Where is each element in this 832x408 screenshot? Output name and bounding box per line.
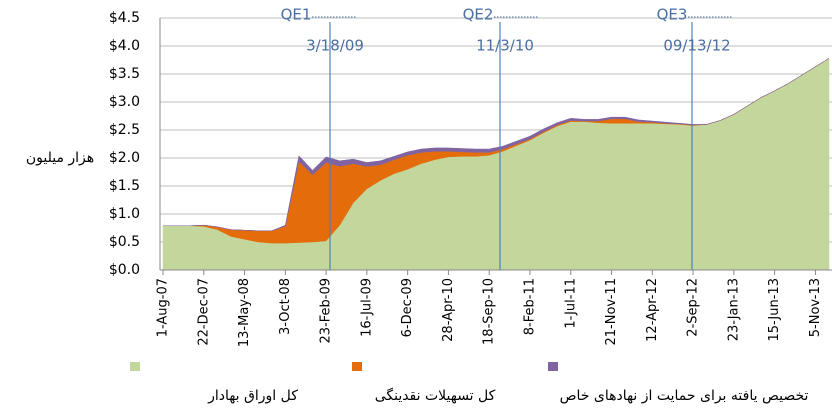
y-tick-label: $0.5: [109, 234, 140, 250]
x-tick-label: 22-Dec-07: [196, 278, 211, 346]
y-tick-label: $4.0: [109, 38, 140, 54]
legend-swatch: [130, 362, 140, 371]
y-tick-label: $4.5: [109, 10, 140, 26]
x-tick-label: 5-Nov-13: [808, 278, 823, 337]
annotation-label: QE3: [657, 6, 688, 24]
x-tick-label: 3-Oct-08: [278, 278, 293, 335]
y-tick-label: $3.0: [109, 94, 140, 110]
x-tick-label: 21-Nov-11: [604, 278, 619, 346]
y-tick-label: $0.0: [109, 262, 140, 278]
legend-label: كل تسهيلات نقدينگی: [375, 387, 496, 404]
y-axis-label: هزار میلیون: [26, 150, 94, 166]
y-tick-label: $1.5: [109, 178, 140, 194]
area: [163, 58, 830, 232]
y-tick-label: $3.5: [109, 66, 140, 82]
legend-label: تخصیص یافته برای حمایت از نهادهای خاص: [560, 388, 809, 404]
annotation-date: 3/18/09: [306, 37, 364, 55]
x-tick-label: 23-Jan-13: [726, 278, 741, 341]
y-tick-label: $1.0: [109, 206, 140, 222]
y-tick-label: $2.5: [109, 122, 140, 138]
x-tick-label: 1-Jul-11: [563, 278, 578, 329]
x-tick-label: 2-Sep-12: [686, 278, 701, 337]
annotation-label: QE1: [281, 6, 312, 24]
x-tick-label: 1-Aug-07: [156, 278, 171, 337]
x-tick-label: 15-Jun-13: [767, 278, 782, 342]
legend-label: كل اوراق بهادار: [207, 388, 298, 404]
x-tick-label: 6-Dec-09: [400, 278, 415, 337]
annotation-date: 09/13/12: [663, 37, 730, 55]
annotation-label: QE2: [463, 6, 494, 24]
x-tick-label: 8-Feb-11: [522, 278, 537, 335]
annotation-date: 11/3/10: [476, 37, 534, 55]
x-tick-label: 28-Apr-10: [441, 278, 456, 342]
legend-swatch: [352, 362, 362, 371]
y-tick-label: $2.0: [109, 150, 140, 166]
x-tick-label: 16-Jul-09: [359, 278, 374, 337]
legend-swatch: [548, 362, 558, 371]
x-tick-label: 13-May-08: [237, 278, 252, 347]
x-tick-label: 18-Sep-10: [482, 278, 497, 345]
x-tick-label: 12-Apr-12: [645, 278, 660, 342]
x-tick-label: 23-Feb-09: [319, 278, 334, 343]
